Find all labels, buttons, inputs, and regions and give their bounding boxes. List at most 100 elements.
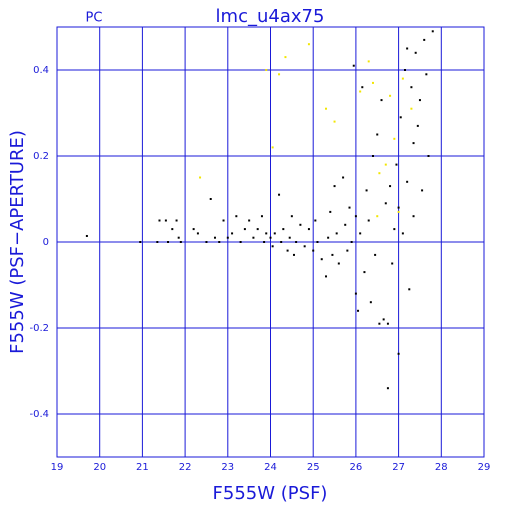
point bbox=[412, 215, 415, 218]
point bbox=[346, 249, 349, 252]
point bbox=[295, 241, 298, 243]
point bbox=[374, 253, 377, 256]
point bbox=[367, 60, 370, 63]
point bbox=[386, 387, 389, 390]
point bbox=[252, 236, 255, 239]
point bbox=[427, 155, 430, 157]
point bbox=[213, 236, 216, 239]
point bbox=[393, 228, 396, 231]
x-tick-label: 25 bbox=[307, 462, 320, 473]
point bbox=[367, 219, 370, 222]
point bbox=[139, 241, 142, 243]
point bbox=[421, 189, 424, 192]
point bbox=[175, 219, 178, 222]
point bbox=[303, 245, 306, 248]
point bbox=[359, 232, 362, 235]
point bbox=[331, 253, 334, 256]
point bbox=[164, 219, 167, 222]
point bbox=[423, 38, 426, 41]
point bbox=[325, 275, 328, 278]
point bbox=[382, 318, 385, 321]
point bbox=[414, 51, 417, 54]
point bbox=[325, 107, 328, 110]
point bbox=[329, 210, 332, 213]
y-axis-label: F555W (PSF−APERTURE) bbox=[7, 130, 28, 354]
point bbox=[205, 241, 208, 243]
point bbox=[307, 228, 310, 231]
point bbox=[333, 185, 336, 188]
point bbox=[286, 249, 289, 252]
point bbox=[384, 163, 387, 166]
point bbox=[248, 219, 251, 222]
point bbox=[335, 232, 338, 235]
point bbox=[359, 90, 362, 93]
plot-frame bbox=[56, 26, 485, 458]
chart-title: lmc_u4ax75 bbox=[216, 6, 325, 27]
point bbox=[265, 69, 268, 71]
point bbox=[425, 73, 428, 76]
y-tick-label: 0.2 bbox=[33, 151, 49, 162]
point bbox=[282, 228, 285, 231]
point bbox=[376, 133, 379, 136]
point bbox=[397, 210, 400, 213]
point bbox=[209, 198, 212, 200]
point bbox=[418, 99, 421, 102]
point bbox=[393, 137, 396, 140]
point bbox=[256, 228, 259, 231]
x-tick-label: 22 bbox=[179, 462, 192, 473]
point bbox=[284, 56, 287, 59]
point bbox=[406, 47, 409, 50]
point bbox=[431, 30, 434, 33]
point bbox=[235, 215, 238, 218]
point bbox=[337, 262, 340, 265]
x-tick-label: 21 bbox=[136, 462, 149, 473]
point bbox=[408, 288, 411, 291]
point bbox=[314, 219, 317, 222]
point bbox=[376, 215, 379, 218]
point bbox=[271, 146, 274, 149]
x-tick-label: 26 bbox=[350, 462, 363, 473]
point bbox=[361, 86, 364, 89]
point bbox=[380, 99, 383, 102]
point bbox=[357, 309, 360, 312]
point bbox=[397, 352, 400, 355]
y-tick-label: -0.4 bbox=[29, 409, 49, 420]
y-tick-label: -0.2 bbox=[29, 323, 49, 334]
point bbox=[333, 120, 336, 123]
point bbox=[410, 107, 413, 110]
point bbox=[399, 116, 402, 119]
x-tick-label: 23 bbox=[221, 462, 234, 473]
point bbox=[312, 249, 315, 252]
x-tick-label: 19 bbox=[51, 462, 64, 473]
point bbox=[371, 81, 374, 84]
point bbox=[156, 241, 159, 243]
point bbox=[231, 232, 234, 235]
point bbox=[316, 241, 319, 243]
point bbox=[386, 322, 389, 325]
point bbox=[371, 155, 374, 157]
point bbox=[222, 219, 225, 222]
point bbox=[263, 241, 266, 243]
point bbox=[410, 86, 413, 89]
point bbox=[404, 69, 407, 71]
point bbox=[265, 232, 268, 235]
point bbox=[243, 228, 246, 231]
y-tick-label: 0.4 bbox=[33, 65, 49, 76]
point bbox=[354, 215, 357, 218]
point bbox=[192, 228, 195, 231]
point bbox=[395, 163, 398, 166]
x-tick-label: 29 bbox=[478, 462, 491, 473]
point bbox=[378, 322, 381, 325]
point bbox=[290, 215, 293, 218]
point bbox=[196, 232, 199, 235]
point bbox=[158, 219, 161, 222]
point bbox=[412, 142, 415, 145]
point bbox=[239, 241, 242, 243]
point bbox=[344, 223, 347, 226]
point bbox=[288, 236, 291, 239]
point bbox=[278, 193, 281, 196]
point bbox=[260, 215, 263, 218]
point bbox=[397, 206, 400, 209]
point bbox=[171, 228, 174, 231]
